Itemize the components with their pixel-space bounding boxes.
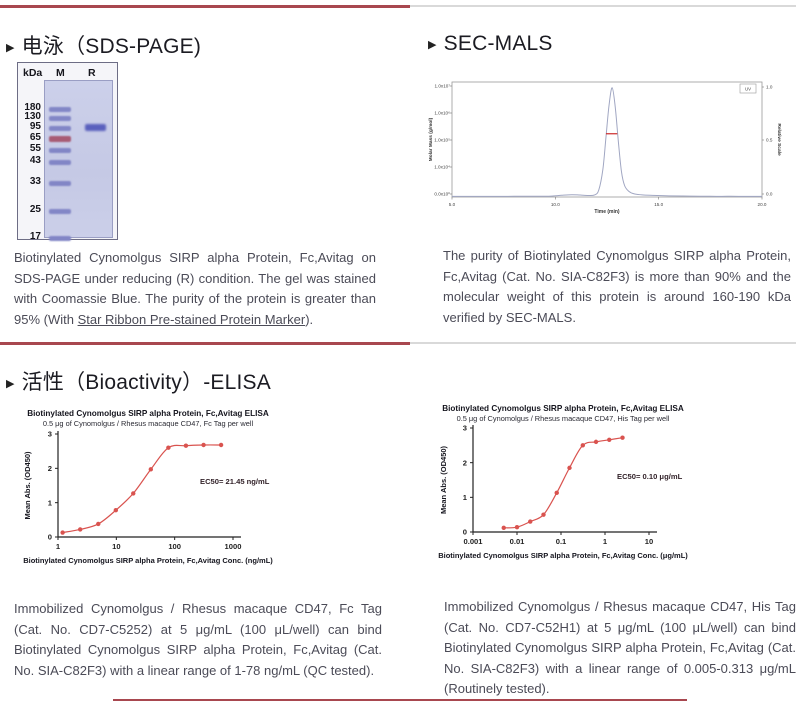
protein-marker-link[interactable]: Star Ribbon Pre-stained Protein Marker	[77, 311, 306, 327]
svg-text:0.0: 0.0	[766, 192, 773, 197]
caption-text: ).	[305, 311, 314, 327]
svg-text:1.0x10⁷: 1.0x10⁷	[435, 84, 451, 89]
svg-text:0: 0	[463, 528, 467, 537]
gel-marker-band	[49, 115, 71, 121]
gel-mw-label: 17	[29, 231, 41, 242]
section-title-bioactivity: 活性（Bioactivity）-ELISA	[21, 371, 271, 394]
svg-text:20.0: 20.0	[758, 202, 767, 207]
triangle-bullet-icon: ▶	[6, 42, 15, 54]
section-header-bioactivity: ▶ 活性（Bioactivity）-ELISA	[6, 366, 271, 396]
svg-text:Time (min): Time (min)	[594, 209, 620, 215]
gel-mw-label: 25	[29, 204, 41, 215]
svg-text:0.5: 0.5	[766, 138, 773, 143]
svg-text:5.0: 5.0	[449, 202, 456, 207]
svg-text:0.001: 0.001	[463, 537, 483, 546]
gel-marker-band	[49, 159, 71, 165]
svg-text:Relative Scale: Relative Scale	[776, 123, 782, 156]
svg-text:1: 1	[48, 498, 53, 507]
svg-text:0.1: 0.1	[556, 537, 567, 546]
sec-mals-chart: 1.0x10⁷ 1.0x10⁶ 1.0x10⁵ 1.0x10⁴ 0.0x10⁰ 1.0 0.…	[424, 70, 794, 220]
gel-marker-band	[49, 125, 71, 131]
svg-text:UV: UV	[745, 87, 751, 92]
triangle-bullet-icon: ▶	[428, 39, 437, 51]
svg-text:0.0x10⁰: 0.0x10⁰	[434, 192, 450, 197]
gel-marker-band	[49, 106, 71, 112]
svg-text:Molar Mass (g/mol): Molar Mass (g/mol)	[428, 117, 434, 161]
bioactivity-right-caption: Immobilized Cynomolgus / Rhesus macaque …	[444, 599, 796, 696]
divider-gray-segment	[410, 342, 796, 344]
svg-text:Mean Abs. (OD450): Mean Abs. (OD450)	[23, 451, 32, 520]
section-title-sec-mals: SEC-MALS	[443, 32, 553, 55]
svg-text:Biotinylated Cynomolgus SIRP a: Biotinylated Cynomolgus SIRP alpha Prote…	[27, 409, 269, 418]
sec-mals-caption: The purity of Biotinylated Cynomolgus SI…	[443, 248, 791, 325]
gel-marker-band	[49, 136, 71, 142]
svg-text:1: 1	[603, 537, 608, 546]
gel-mw-label: 43	[29, 155, 41, 166]
svg-text:2: 2	[463, 458, 467, 467]
gel-unit-label: kDa	[23, 67, 43, 79]
svg-text:Biotinylated Cynomolgus SIRP a: Biotinylated Cynomolgus SIRP alpha Prote…	[438, 551, 688, 560]
sds-page-caption: Biotinylated Cynomolgus SIRP alpha Prote…	[14, 248, 376, 330]
svg-text:1: 1	[56, 542, 61, 551]
section-header-sds-page: ▶ 电泳（SDS-PAGE)	[6, 30, 201, 60]
sec-mals-plot: 1.0x10⁷ 1.0x10⁶ 1.0x10⁵ 1.0x10⁴ 0.0x10⁰ 1.0 0.…	[428, 81, 782, 215]
svg-text:Biotinylated Cynomolgus SIRP a: Biotinylated Cynomolgus SIRP alpha Prote…	[23, 556, 273, 565]
gel-mw-label: 65	[29, 132, 41, 143]
svg-text:1.0x10⁶: 1.0x10⁶	[434, 111, 450, 116]
mid-divider	[0, 342, 800, 345]
svg-text:100: 100	[168, 542, 181, 551]
triangle-bullet-icon: ▶	[6, 378, 15, 390]
sds-page-gel-figure: kDa M R 180 130 95 65 55 43 33 25 17	[17, 62, 118, 242]
svg-text:Biotinylated Cynomolgus SIRP a: Biotinylated Cynomolgus SIRP alpha Prote…	[442, 404, 684, 413]
svg-text:3: 3	[463, 424, 467, 433]
svg-text:Mean Abs. (OD450): Mean Abs. (OD450)	[439, 445, 448, 514]
svg-text:0.01: 0.01	[510, 537, 526, 546]
svg-text:0: 0	[48, 533, 52, 542]
bioactivity-left-caption: Immobilized Cynomolgus / Rhesus macaque …	[14, 601, 382, 678]
svg-text:0.5 μg of Cynomolgus / Rhesus: 0.5 μg of Cynomolgus / Rhesus macaque CD…	[43, 419, 254, 428]
svg-text:EC50= 21.45 ng/mL: EC50= 21.45 ng/mL	[200, 477, 270, 486]
gel-marker-band	[49, 147, 71, 153]
gel-mw-label: 130	[24, 111, 41, 122]
bottom-divider	[113, 699, 687, 701]
svg-text:0.5 μg of Cynomolgus / Rhesus: 0.5 μg of Cynomolgus / Rhesus macaque CD…	[457, 414, 670, 423]
svg-text:1000: 1000	[225, 542, 242, 551]
caption-text: Biotinylated Cynomolgus SIRP alpha Prote…	[14, 250, 376, 327]
elisa-chart-fc: Biotinylated Cynomolgus SIRP alpha Prote…	[10, 406, 382, 588]
svg-text:1.0x10⁵: 1.0x10⁵	[434, 138, 450, 143]
gel-lane-label-m: M	[56, 67, 65, 79]
svg-text:10: 10	[645, 537, 653, 546]
section-title-sds-page: 电泳（SDS-PAGE)	[21, 35, 202, 58]
elisa-chart-his: Biotinylated Cynomolgus SIRP alpha Prote…	[430, 401, 800, 588]
svg-text:2: 2	[48, 464, 52, 473]
divider-gray-segment	[410, 5, 796, 7]
gel-marker-band	[49, 208, 71, 214]
gel-marker-band	[49, 180, 71, 186]
gel-mw-label: 180	[24, 102, 41, 113]
svg-text:3: 3	[48, 430, 52, 439]
svg-text:EC50= 0.10 μg/mL: EC50= 0.10 μg/mL	[617, 472, 683, 481]
svg-text:10.0: 10.0	[551, 202, 560, 207]
gel-lane-label-r: R	[88, 67, 96, 79]
gel-sample-band	[85, 123, 106, 131]
divider-red-segment	[0, 5, 410, 8]
svg-text:1: 1	[463, 493, 468, 502]
svg-text:10: 10	[112, 542, 120, 551]
gel-mw-label: 95	[29, 121, 41, 132]
svg-text:15.0: 15.0	[654, 202, 663, 207]
elisa-plot-his: Biotinylated Cynomolgus SIRP alpha Prote…	[438, 404, 688, 560]
divider-red-segment	[0, 342, 410, 345]
section-header-sec-mals: ▶ SEC-MALS	[428, 32, 553, 56]
top-divider	[0, 5, 800, 8]
gel-marker-band	[49, 235, 71, 241]
gel-mw-label: 55	[29, 143, 41, 154]
gel-mw-label: 33	[29, 176, 41, 187]
svg-text:1.0: 1.0	[766, 85, 773, 90]
svg-text:1.0x10⁴: 1.0x10⁴	[434, 165, 450, 170]
elisa-plot-fc: Biotinylated Cynomolgus SIRP alpha Prote…	[23, 409, 273, 565]
